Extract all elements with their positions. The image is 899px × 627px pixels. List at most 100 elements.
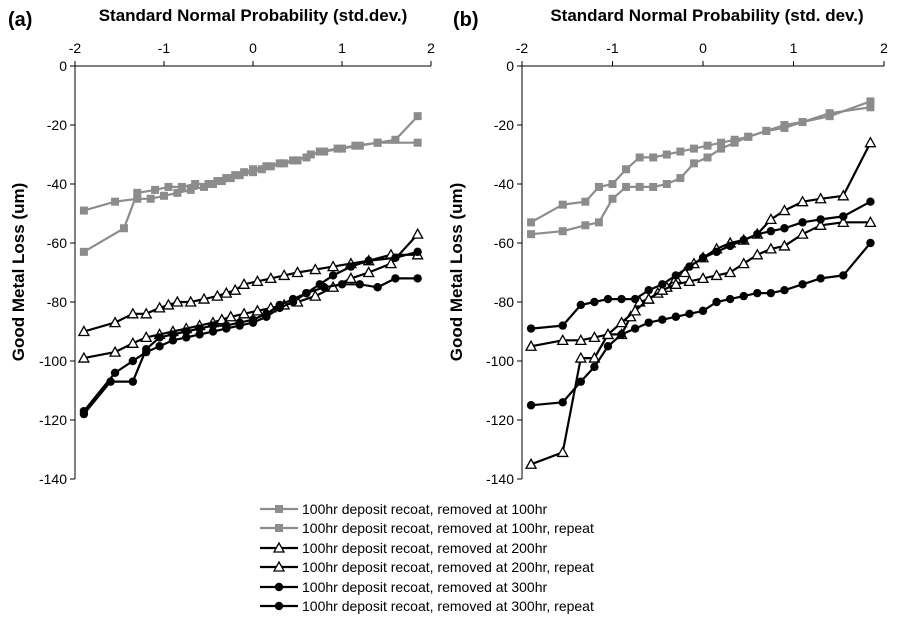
series-1 — [79, 112, 422, 215]
data-point — [524, 457, 538, 469]
data-point — [413, 274, 422, 283]
data-point — [780, 286, 789, 295]
data-point — [229, 283, 242, 295]
data-point — [373, 283, 382, 292]
legend-marker — [274, 582, 284, 591]
data-point — [712, 247, 721, 257]
data-point — [77, 325, 91, 337]
y-tick-label: -20 — [494, 117, 514, 133]
data-point — [309, 263, 322, 275]
data-point — [326, 260, 340, 272]
series-6 — [526, 238, 875, 410]
data-point — [615, 316, 628, 328]
data-point — [685, 309, 694, 318]
data-point — [251, 275, 264, 287]
data-point — [151, 185, 160, 194]
data-point — [217, 177, 226, 186]
data-point — [111, 197, 120, 206]
data-point — [142, 345, 151, 354]
data-point — [320, 283, 329, 292]
legend-swatch — [260, 582, 298, 591]
data-point — [220, 286, 233, 298]
data-point — [173, 188, 182, 197]
data-point — [278, 269, 291, 281]
data-point — [155, 342, 164, 351]
panel-label: (a) — [8, 9, 32, 31]
data-point — [635, 182, 644, 191]
data-point — [594, 182, 603, 191]
data-point — [796, 227, 809, 239]
data-point — [753, 229, 762, 239]
legend-label: 100hr deposit recoat, removed at 200hr — [302, 539, 548, 556]
data-point — [622, 182, 631, 191]
data-point — [798, 218, 807, 227]
data-point — [839, 271, 848, 280]
series-line — [530, 221, 871, 466]
data-point — [362, 266, 375, 278]
data-point — [676, 147, 685, 156]
data-point — [249, 165, 257, 174]
data-point — [333, 144, 342, 153]
y-tick-label: -100 — [39, 353, 67, 369]
series-line — [83, 250, 418, 412]
data-point — [251, 304, 264, 316]
data-point — [608, 194, 617, 203]
data-point — [195, 324, 204, 333]
data-point — [248, 315, 258, 324]
x-tick-label: 2 — [880, 40, 888, 56]
data-point — [168, 336, 178, 345]
legend-marker — [275, 524, 283, 533]
data-point — [866, 97, 875, 106]
data-point — [195, 330, 204, 339]
x-tick-label: 0 — [249, 40, 257, 56]
data-point — [302, 288, 311, 298]
data-point — [391, 253, 400, 262]
data-point — [608, 180, 617, 188]
data-point — [558, 200, 567, 209]
data-point — [391, 135, 400, 144]
data-point — [669, 277, 682, 289]
data-point — [373, 138, 382, 147]
data-point — [240, 168, 249, 177]
panel-a: -2 -1 0 1 2 0 -20 -40 -60 -80 -100 -120 -140 Standard… — [8, 6, 435, 487]
data-point — [108, 345, 122, 357]
data-point — [703, 141, 712, 150]
data-point — [126, 307, 139, 319]
data-point — [649, 182, 658, 191]
data-point — [603, 294, 613, 304]
y-axis-title: Good Metal Loss (um) — [9, 183, 28, 362]
data-point — [558, 398, 567, 407]
data-point — [235, 318, 244, 327]
x-axis-title: Standard Normal Probability (std. dev.) — [550, 6, 863, 25]
data-point — [204, 180, 213, 188]
x-tick-label: -1 — [606, 40, 619, 56]
data-point — [133, 194, 142, 203]
data-point — [866, 238, 875, 248]
data-point — [725, 294, 735, 304]
data-point — [642, 292, 655, 304]
y-tick-label: -60 — [47, 235, 67, 251]
data-point — [780, 224, 789, 233]
data-point — [866, 197, 875, 206]
data-point — [162, 298, 175, 310]
data-point — [717, 144, 726, 153]
series-4 — [524, 216, 877, 469]
data-point — [77, 351, 91, 363]
data-point — [197, 292, 211, 304]
y-tick-label: -40 — [494, 176, 514, 192]
data-point — [698, 253, 708, 262]
legend-marker — [272, 541, 286, 553]
data-point — [222, 174, 231, 183]
data-point — [262, 309, 271, 318]
data-point — [617, 330, 626, 339]
data-point — [411, 227, 424, 239]
data-point — [208, 321, 218, 330]
y-tick-label: -20 — [47, 117, 67, 133]
panel-b: -2 -1 0 1 2 0 -20 -40 -60 -80 -100 -120 -140 Standard… — [447, 6, 888, 487]
legend-item: 100hr deposit recoat, removed at 300hr — [258, 577, 678, 597]
data-point — [208, 180, 217, 188]
data-point — [730, 138, 739, 147]
data-point — [814, 192, 827, 204]
data-point — [658, 315, 667, 324]
series-line — [530, 106, 871, 236]
